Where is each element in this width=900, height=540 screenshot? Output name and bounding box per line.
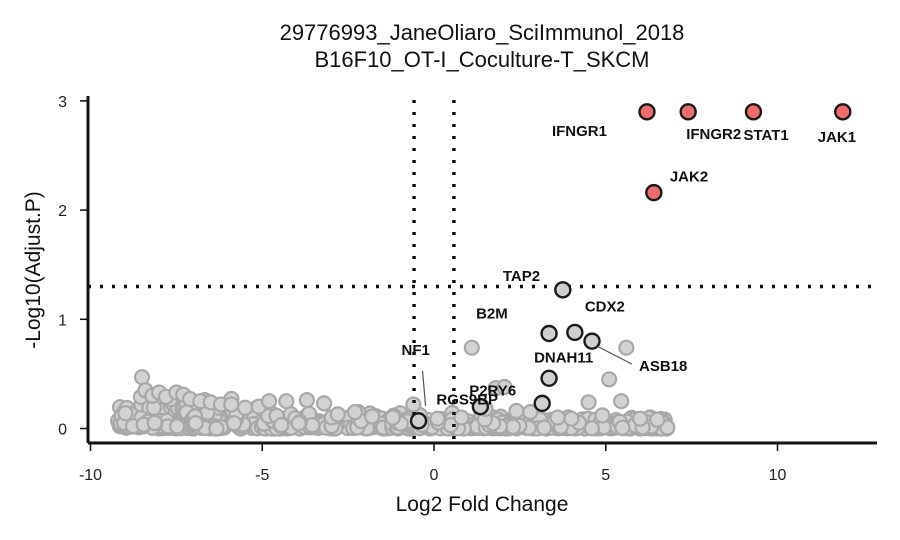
gene-label-stat1: STAT1: [743, 127, 788, 144]
x-tick-label: 10: [769, 467, 787, 484]
background-point: [225, 415, 243, 432]
background-point: [236, 399, 254, 416]
chart-subtitle: B16F10_OT-I_Coculture-T_SKCM: [314, 47, 649, 72]
gene-label-tap2: TAP2: [503, 268, 540, 285]
gene-point-cdx2: [566, 323, 584, 342]
background-point: [613, 393, 630, 410]
gene-label-nf1: NF1: [402, 342, 430, 359]
gene-point-ifngr1: [638, 103, 656, 121]
gene-label-dnah11: DNAH11: [534, 349, 593, 366]
gene-label-jak1: JAK1: [818, 129, 856, 146]
gene-label-ifngr1: IFNGR1: [552, 123, 607, 140]
background-point: [278, 393, 295, 410]
background-point: [273, 417, 290, 434]
background-point: [618, 339, 635, 356]
gene-point-p2ry6: [533, 394, 551, 413]
background-point: [535, 419, 553, 436]
background-point: [405, 396, 422, 413]
background-point: [384, 409, 401, 426]
gene-labels: IFNGR1 IFNGR2 STAT1 JAK1 JAK2 TAP2 CDX2 B2M ASB1…: [402, 123, 857, 409]
background-point: [261, 393, 278, 410]
y-tick-label: 0: [58, 422, 67, 439]
background-point: [290, 415, 307, 432]
gene-point-jak1: [834, 103, 852, 121]
background-point: [429, 410, 446, 427]
gene-point-jak2: [645, 183, 663, 202]
background-point: [315, 395, 333, 412]
background-point: [463, 339, 480, 356]
label-leader-line: [596, 345, 633, 365]
chart-title: 29776993_JaneOliaro_SciImmunol_2018: [280, 20, 685, 45]
background-point: [496, 378, 513, 396]
background-point: [508, 402, 525, 420]
x-axis-label: Log2 Fold Change: [396, 493, 569, 516]
x-tick-label: -5: [255, 467, 269, 484]
y-axis-label: -Log10(Adjust.P): [22, 191, 45, 349]
gene-point-rgs9bp: [471, 397, 490, 416]
x-tick-label: 0: [430, 467, 439, 484]
background-point: [453, 409, 470, 426]
gene-point-tap2: [554, 281, 572, 299]
gene-point-stat1: [744, 103, 763, 121]
label-leader-line: [421, 370, 427, 406]
y-tick-label: 3: [58, 94, 67, 111]
y-tick-label: 1: [58, 312, 67, 329]
gene-label-p2ry6: P2RY6: [469, 382, 516, 399]
background-point: [594, 407, 611, 424]
gene-label-cdx2: CDX2: [585, 298, 625, 315]
background-point: [133, 369, 151, 386]
background-point: [549, 409, 566, 426]
gene-label-b2m: B2M: [476, 305, 508, 322]
background-point: [146, 414, 163, 431]
background-point: [563, 410, 580, 427]
background-point: [223, 396, 240, 413]
background-point: [649, 411, 666, 428]
background-point: [169, 418, 186, 435]
gene-point-dnah11: [540, 369, 558, 387]
gene-label-ifngr2: IFNGR2: [686, 126, 741, 143]
background-point: [522, 404, 539, 421]
background-point-cloud: [109, 339, 676, 437]
background-point: [580, 394, 597, 411]
gene-label-rgs9bp: RGS9BP: [436, 392, 498, 409]
y-tick-label: 2: [58, 203, 67, 220]
background-point: [187, 415, 204, 432]
background-point: [601, 371, 618, 388]
background-point: [364, 408, 381, 425]
background-point: [583, 420, 601, 437]
background-point: [117, 405, 134, 422]
background-point: [208, 420, 225, 437]
gene-label-jak2: JAK2: [670, 169, 708, 186]
gene-point-nf1: [409, 412, 428, 430]
axes: [86, 96, 877, 445]
gene-point-ifngr2: [679, 103, 697, 121]
background-point: [504, 418, 522, 435]
x-tick-label: -10: [79, 467, 102, 484]
background-point: [631, 410, 649, 427]
gene-point-asb18: [583, 332, 601, 350]
x-tick-label: 5: [601, 467, 610, 484]
background-point: [614, 419, 631, 436]
data-points: [409, 103, 852, 430]
background-point: [298, 392, 316, 409]
gene-label-asb18: ASB18: [639, 358, 687, 375]
gene-point-b2m: [540, 324, 558, 343]
background-point: [329, 406, 346, 423]
background-point: [346, 404, 364, 421]
axis-ticks: -10 -5 0 5 10 0 1 2 3: [58, 94, 786, 484]
